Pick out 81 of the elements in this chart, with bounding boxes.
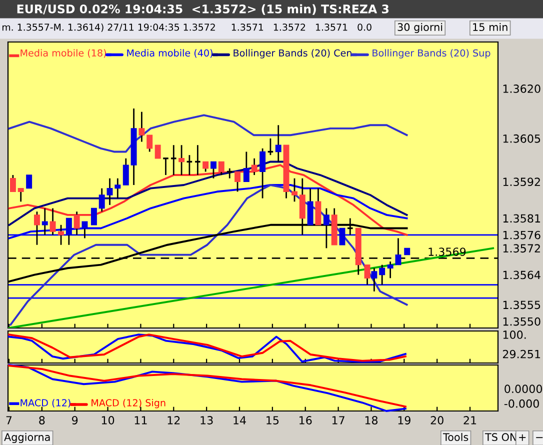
x-tick-label: 8 bbox=[39, 416, 45, 424]
text: Aggiorna bbox=[4, 432, 50, 444]
text: 0.0000 bbox=[504, 384, 542, 394]
line-series bbox=[8, 160, 408, 226]
candlestick bbox=[34, 210, 40, 246]
candlestick bbox=[82, 220, 88, 239]
candlestick bbox=[42, 208, 48, 236]
candlestick bbox=[226, 168, 234, 180]
y-tick-label: 1.3572 bbox=[503, 244, 540, 253]
candlestick bbox=[50, 208, 56, 236]
candlestick bbox=[364, 264, 370, 286]
legend-label: MACD (12) Sign bbox=[92, 398, 166, 408]
text: 15 min bbox=[473, 22, 508, 32]
candlestick bbox=[138, 111, 145, 142]
x-tick-label: 11 bbox=[134, 416, 147, 424]
candlestick bbox=[58, 224, 64, 246]
x-tick-label: 17 bbox=[332, 416, 344, 424]
chart-subtitle: m. 1.3557-M. 1.3614) 27/11 19:04:35 1.3572 1.3571 1.3572 1.3571 0.0 bbox=[2, 23, 372, 32]
chart-title: EUR/USD 0.02% 19:04:35 <1.3572> (15 min) TS:REZA 3 bbox=[17, 4, 389, 15]
candlestick bbox=[292, 178, 298, 202]
candlestick bbox=[26, 174, 32, 189]
text: -0.000 bbox=[504, 399, 539, 408]
candlestick bbox=[243, 151, 250, 182]
candlestick bbox=[66, 218, 72, 246]
candlestick bbox=[122, 158, 129, 186]
candlestick bbox=[275, 124, 282, 162]
text: 30 giorni bbox=[398, 22, 442, 34]
candlestick bbox=[90, 208, 97, 226]
ref-line-label: 1.3569 bbox=[428, 248, 466, 256]
candlestick bbox=[218, 161, 224, 176]
y-tick-label: 1.3576 bbox=[503, 230, 540, 240]
candlestick bbox=[371, 267, 378, 292]
candlestick bbox=[74, 210, 80, 236]
x-tick-label: 7 bbox=[6, 416, 12, 424]
x-tick-label: 19 bbox=[398, 416, 410, 424]
candlestick bbox=[170, 144, 178, 176]
y-tick-label: 1.3581 bbox=[503, 214, 540, 223]
x-tick-label: 15 bbox=[266, 416, 279, 424]
x-tick-label: 20 bbox=[430, 416, 444, 424]
legend-label: Media mobile (40) bbox=[127, 49, 212, 58]
text: Tools bbox=[442, 432, 468, 442]
y-tick-label: 1.3555 bbox=[503, 300, 540, 310]
candlestick bbox=[162, 158, 170, 176]
x-tick-label: 16 bbox=[300, 416, 312, 424]
line-series bbox=[8, 114, 408, 153]
candlestick bbox=[234, 171, 241, 192]
y-tick-label: 1.3564 bbox=[503, 270, 540, 280]
line-series bbox=[8, 164, 408, 236]
y-tick-label: 1.3605 bbox=[503, 134, 540, 143]
candlestick bbox=[146, 134, 153, 152]
candlestick bbox=[339, 228, 346, 246]
candlestick bbox=[202, 161, 209, 172]
candlestick bbox=[194, 144, 202, 176]
legend-label: MACD (12) bbox=[20, 398, 70, 408]
y-tick-label: 100. bbox=[503, 330, 526, 339]
candlestick bbox=[114, 178, 121, 199]
candlestick bbox=[98, 188, 105, 212]
x-tick-label: 10 bbox=[102, 416, 114, 424]
candlestick bbox=[379, 264, 386, 286]
y-tick-label: 1.3550 bbox=[503, 317, 540, 326]
x-tick-label: 21 bbox=[464, 416, 476, 424]
candlestick bbox=[210, 161, 216, 180]
x-tick-label: 18 bbox=[365, 416, 378, 424]
x-tick-label: 13 bbox=[200, 416, 213, 424]
x-tick-label: 9 bbox=[72, 416, 78, 424]
y-tick-label: 1.3620 bbox=[503, 84, 540, 93]
y-tick-label: 1.3592 bbox=[503, 178, 540, 186]
x-tick-label: 12 bbox=[168, 416, 180, 424]
legend-label: Bollinger Bands (20) Sup bbox=[372, 49, 490, 58]
candlestick bbox=[178, 144, 185, 176]
y-tick-label: 29.251 bbox=[502, 350, 540, 358]
candlestick bbox=[260, 148, 266, 199]
candlestick bbox=[251, 158, 258, 176]
text: + bbox=[519, 434, 526, 441]
candlestick bbox=[18, 188, 24, 202]
legend-label: Bollinger Bands (20) Cen bbox=[234, 49, 352, 58]
x-tick-label: 14 bbox=[234, 416, 246, 424]
candlestick bbox=[154, 144, 161, 159]
text: − bbox=[536, 437, 543, 438]
legend-label: Media mobile (18) bbox=[20, 49, 106, 58]
candlestick bbox=[106, 178, 113, 206]
